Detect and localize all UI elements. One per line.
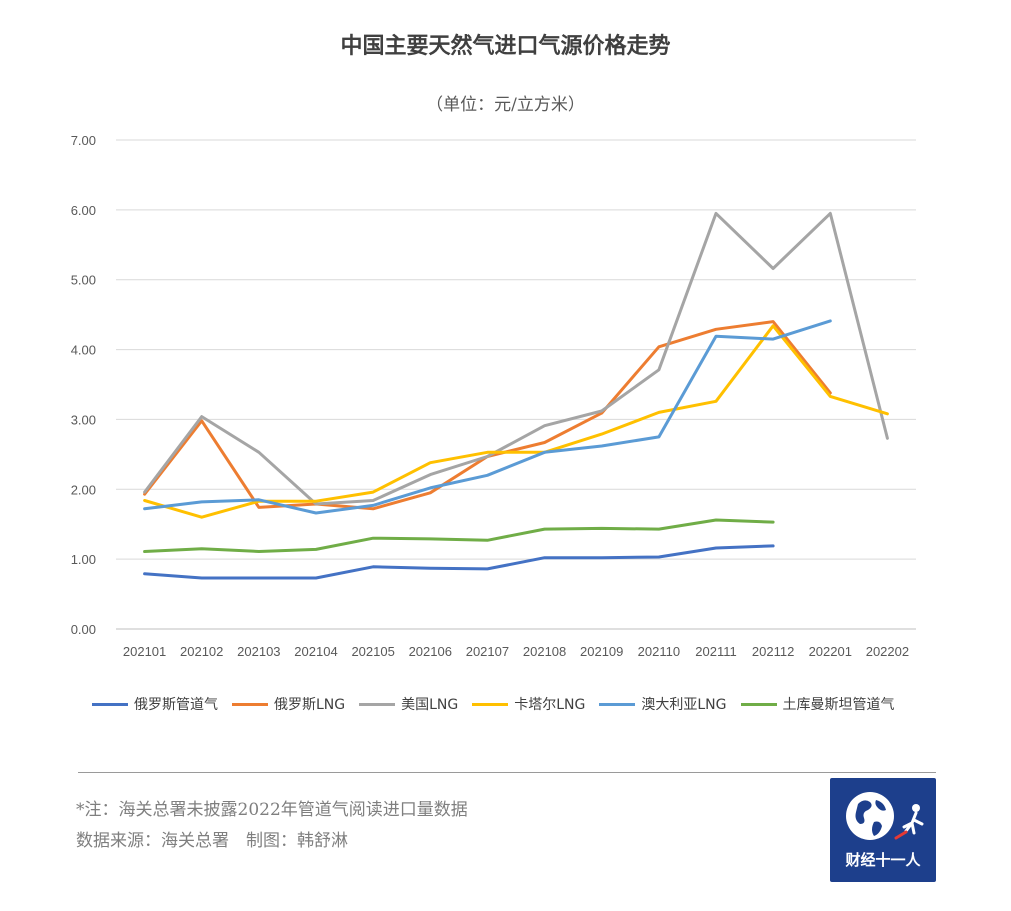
- legend-item: 卡塔尔LNG: [472, 694, 585, 714]
- y-tick-label: 4.00: [71, 343, 96, 358]
- y-tick-label: 5.00: [71, 273, 96, 288]
- legend-item: 美国LNG: [359, 694, 458, 714]
- x-tick-label: 202103: [237, 644, 280, 659]
- legend-swatch: [599, 702, 636, 706]
- source-note: 数据来源：海关总署 制图：韩舒淋: [76, 831, 348, 851]
- y-tick-label: 3.00: [71, 412, 96, 427]
- x-tick-label: 202108: [523, 644, 566, 659]
- series-line-4: [143, 319, 832, 515]
- x-tick-label: 202202: [866, 644, 909, 659]
- x-tick-label: 202201: [809, 644, 852, 659]
- series-lines: [143, 211, 889, 580]
- series-line-2: [143, 211, 889, 506]
- logo-text: 财经十一人: [845, 851, 921, 869]
- legend-swatch: [359, 702, 396, 706]
- y-tick-label: 2.00: [71, 482, 96, 497]
- y-tick-label: 1.00: [71, 552, 96, 567]
- legend-label: 土库曼斯坦管道气: [782, 697, 895, 713]
- legend: 俄罗斯管道气 俄罗斯LNG 美国LNG 卡塔尔LNG 澳大利亚LNG 土库曼斯坦管道气: [92, 694, 952, 714]
- legend-label: 卡塔尔LNG: [514, 697, 586, 713]
- x-tick-label: 202104: [294, 644, 337, 659]
- legend-label: 澳大利亚LNG: [641, 697, 727, 713]
- x-tick-label: 202111: [695, 644, 736, 659]
- series-line-5: [143, 518, 775, 553]
- legend-label: 俄罗斯LNG: [274, 697, 346, 713]
- y-axis-ticks: 0.00 1.00 2.00 3.00 4.00 5.00 6.00 7.00: [71, 133, 96, 637]
- grid-lines: [116, 139, 916, 630]
- series-line-3: [143, 324, 889, 519]
- series-line-0: [143, 544, 775, 580]
- legend-label: 美国LNG: [401, 697, 459, 713]
- chart-subtitle: （单位：元/立方米）: [426, 95, 585, 115]
- x-axis-ticks: 202101 202102 202103 202104 202105 202106 2021…: [123, 644, 909, 659]
- divider: [78, 772, 936, 773]
- legend-item: 俄罗斯管道气: [92, 694, 218, 714]
- chart-title: 中国主要天然气进口气源价格走势: [340, 34, 671, 59]
- publisher-logo: 财经十一人: [830, 778, 936, 882]
- x-tick-label: 202101: [123, 644, 166, 659]
- y-tick-label: 6.00: [71, 203, 96, 218]
- y-tick-label: 7.00: [71, 133, 96, 148]
- footnote: *注：海关总署未披露2022年管道气阅读进口量数据: [76, 800, 468, 820]
- x-tick-label: 202110: [638, 644, 680, 659]
- legend-item: 俄罗斯LNG: [232, 694, 345, 714]
- legend-item: 澳大利亚LNG: [599, 694, 727, 714]
- x-tick-label: 202107: [466, 644, 509, 659]
- x-tick-label: 202102: [180, 644, 223, 659]
- x-tick-label: 202105: [351, 644, 394, 659]
- globe-runner-icon: [846, 792, 924, 840]
- legend-label: 俄罗斯管道气: [134, 697, 218, 713]
- line-chart: 0.001.002.003.004.005.006.007.00 202101 2…: [71, 133, 916, 659]
- y-tick-label: 0.00: [71, 622, 96, 637]
- legend-swatch: [740, 702, 777, 706]
- x-tick-label: 202106: [409, 644, 452, 659]
- legend-swatch: [472, 702, 509, 706]
- legend-swatch: [232, 702, 268, 706]
- x-tick-label: 202112: [752, 644, 794, 659]
- legend-swatch: [92, 702, 128, 706]
- legend-item: 土库曼斯坦管道气: [740, 694, 895, 714]
- x-tick-label: 202109: [580, 644, 623, 659]
